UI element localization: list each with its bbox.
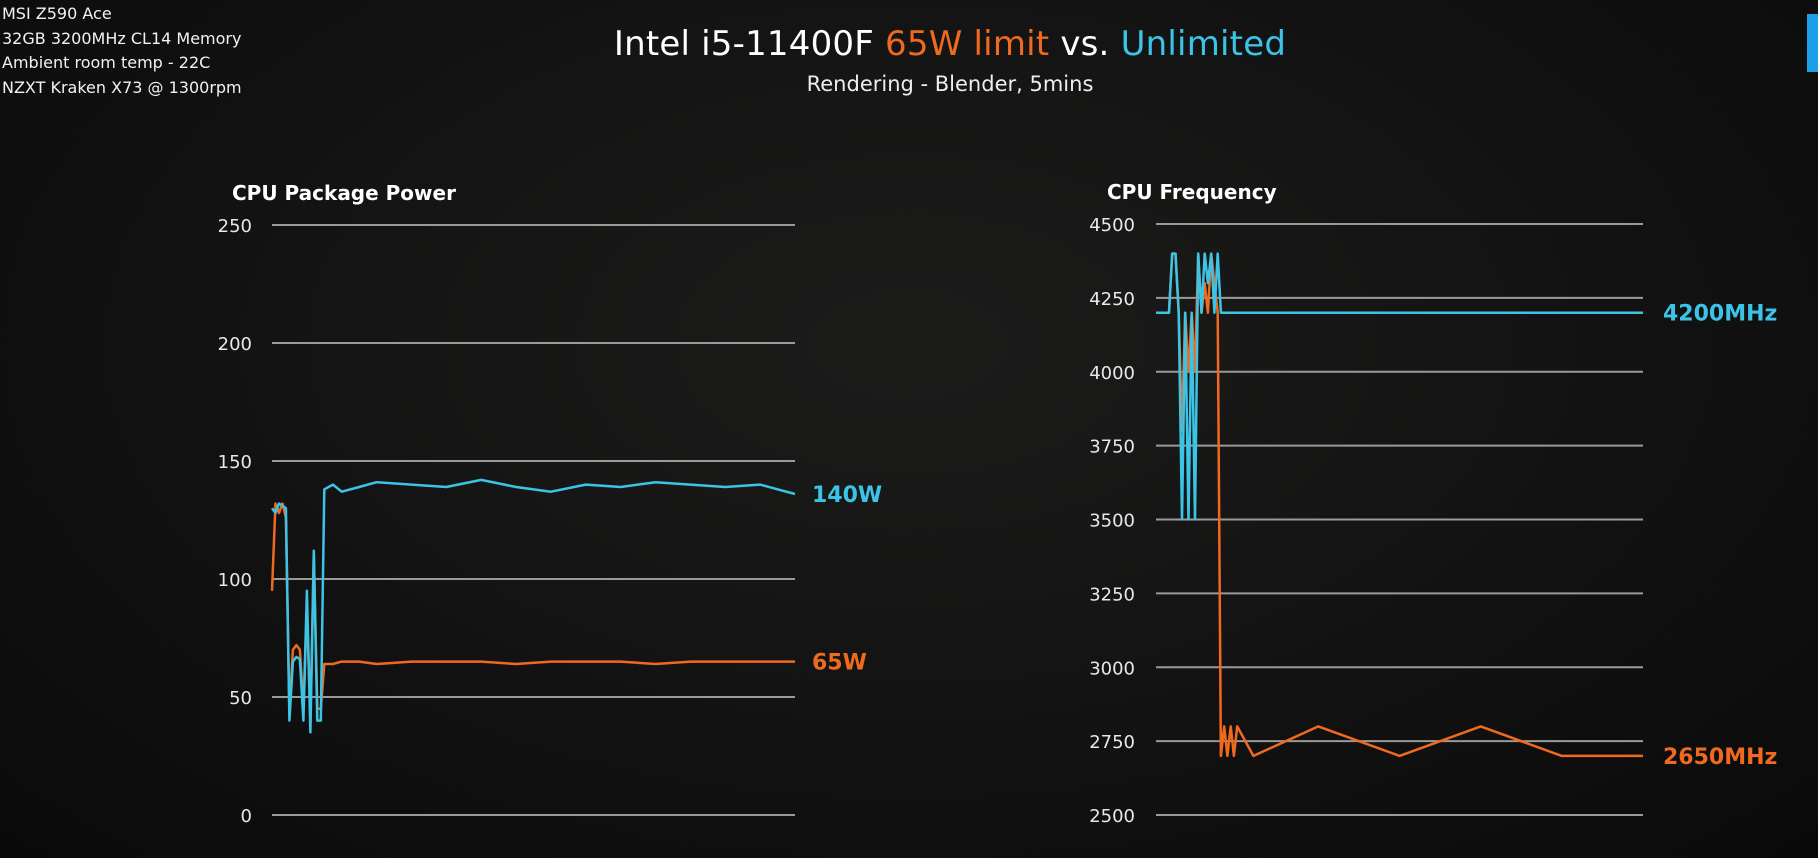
- title-part-unlimited: Unlimited: [1120, 24, 1287, 64]
- y-tick-label-0-4: 200: [218, 334, 252, 355]
- end-label-1-limited: 2650MHz: [1663, 745, 1777, 770]
- y-tick-label-1-0: 2500: [1089, 806, 1135, 827]
- y-tick-label-1-2: 3000: [1089, 658, 1135, 679]
- y-tick-label-1-8: 4500: [1089, 215, 1135, 236]
- y-tick-label-0-5: 250: [218, 216, 252, 237]
- y-tick-label-0-1: 50: [229, 688, 252, 709]
- y-tick-label-0-0: 0: [241, 806, 252, 827]
- end-label-0-limited: 65W: [812, 651, 867, 676]
- page-title: Intel i5-11400F 65W limit vs. Unlimited: [0, 24, 1818, 64]
- title-part-vs: vs.: [1049, 24, 1121, 64]
- y-tick-label-0-3: 150: [218, 452, 252, 473]
- series-line-0-limited: [270, 502, 795, 722]
- y-tick-label-1-5: 3750: [1089, 437, 1135, 458]
- spec-ambient-temp: Ambient room temp - 22C: [2, 53, 211, 72]
- y-tick-label-1-6: 4000: [1089, 363, 1135, 384]
- end-label-0-unlimited: 140W: [812, 483, 882, 508]
- y-tick-label-1-3: 3250: [1089, 584, 1135, 605]
- series-line-1-limited: [1156, 252, 1643, 758]
- y-tick-label-1-7: 4250: [1089, 289, 1135, 310]
- spec-memory: 32GB 3200MHz CL14 Memory: [2, 28, 242, 48]
- title-part-cpu: Intel i5-11400F: [613, 24, 886, 64]
- series-line-1-unlimited: [1156, 252, 1643, 521]
- page-subtitle: Rendering - Blender, 5mins: [806, 72, 1094, 96]
- edge-badge: [1807, 14, 1818, 72]
- end-label-1-unlimited: 4200MHz: [1663, 302, 1777, 327]
- spec-cooler: NZXT Kraken X73 @ 1300rpm: [2, 77, 242, 97]
- title-part-limited: 65W limit: [885, 24, 1050, 64]
- spec-motherboard: MSI Z590 Ace: [2, 4, 112, 23]
- y-tick-label-1-1: 2750: [1089, 732, 1135, 753]
- chart-title-0: CPU Package Power: [232, 181, 456, 205]
- y-tick-label-0-2: 100: [218, 570, 252, 591]
- y-tick-label-1-4: 3500: [1089, 511, 1135, 532]
- chart-title-1: CPU Frequency: [1107, 180, 1277, 204]
- system-specs: MSI Z590 Ace 32GB 3200MHz CL14 Memory Am…: [2, 2, 242, 100]
- series-line-0-unlimited: [270, 478, 796, 734]
